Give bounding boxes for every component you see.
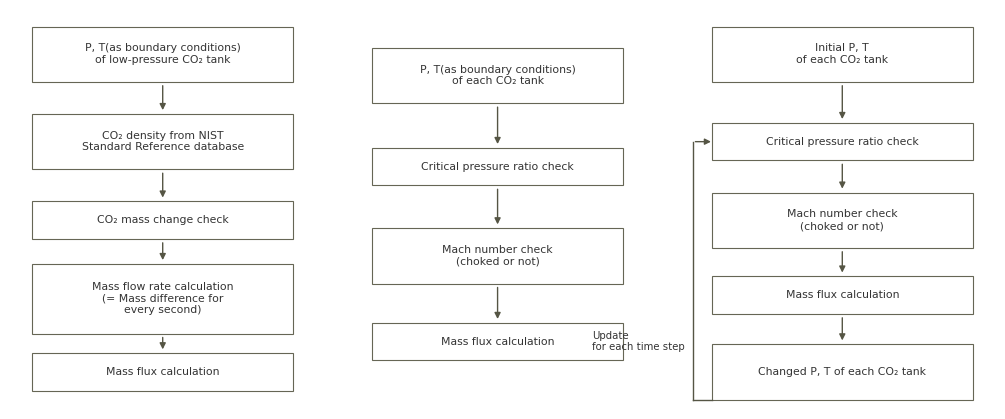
- Text: Initial P, T
of each CO₂ tank: Initial P, T of each CO₂ tank: [796, 44, 888, 65]
- Text: Mass flow rate calculation
(= Mass difference for
every second): Mass flow rate calculation (= Mass diffe…: [92, 282, 233, 316]
- FancyBboxPatch shape: [372, 323, 623, 360]
- FancyBboxPatch shape: [32, 353, 293, 391]
- Text: Mach number check
(choked or not): Mach number check (choked or not): [442, 245, 553, 267]
- Text: Mass flux calculation: Mass flux calculation: [441, 336, 555, 347]
- FancyBboxPatch shape: [712, 123, 973, 160]
- Text: Update
for each time step: Update for each time step: [592, 331, 684, 352]
- FancyBboxPatch shape: [372, 48, 623, 103]
- FancyBboxPatch shape: [32, 264, 293, 334]
- Text: Mass flux calculation: Mass flux calculation: [786, 290, 899, 300]
- FancyBboxPatch shape: [712, 277, 973, 314]
- Text: Critical pressure ratio check: Critical pressure ratio check: [421, 162, 574, 172]
- FancyBboxPatch shape: [712, 344, 973, 400]
- FancyBboxPatch shape: [32, 202, 293, 239]
- FancyBboxPatch shape: [712, 26, 973, 82]
- Text: Changed P, T of each CO₂ tank: Changed P, T of each CO₂ tank: [759, 367, 927, 377]
- Text: Critical pressure ratio check: Critical pressure ratio check: [766, 137, 919, 147]
- Text: P, T(as boundary conditions)
of each CO₂ tank: P, T(as boundary conditions) of each CO₂…: [420, 65, 576, 86]
- FancyBboxPatch shape: [32, 114, 293, 169]
- FancyBboxPatch shape: [32, 26, 293, 82]
- Text: CO₂ mass change check: CO₂ mass change check: [96, 215, 228, 225]
- FancyBboxPatch shape: [372, 148, 623, 185]
- FancyBboxPatch shape: [372, 228, 623, 284]
- Text: P, T(as boundary conditions)
of low-pressure CO₂ tank: P, T(as boundary conditions) of low-pres…: [84, 44, 240, 65]
- Text: Mass flux calculation: Mass flux calculation: [106, 367, 219, 377]
- FancyBboxPatch shape: [712, 193, 973, 248]
- Text: CO₂ density from NIST
Standard Reference database: CO₂ density from NIST Standard Reference…: [81, 131, 244, 153]
- Text: Mach number check
(choked or not): Mach number check (choked or not): [787, 210, 897, 231]
